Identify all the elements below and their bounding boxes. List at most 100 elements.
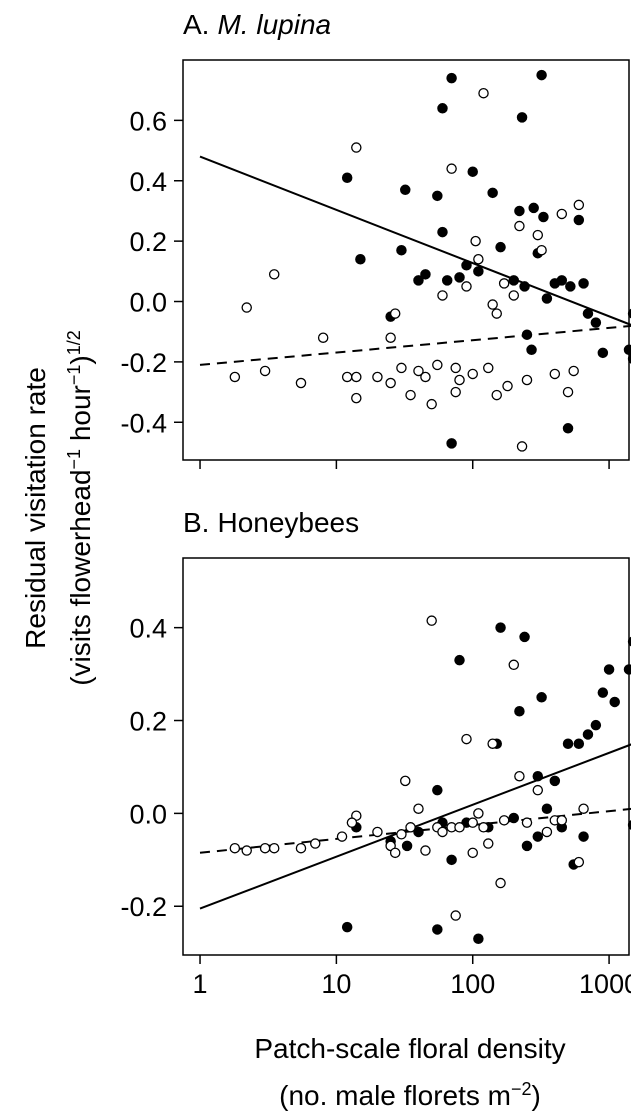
filled-point <box>526 344 537 356</box>
filled-point <box>609 696 620 708</box>
y-tick-label: 0.4 <box>129 614 167 644</box>
filled-point <box>536 692 547 703</box>
superscript: −1 <box>64 365 84 386</box>
open-point <box>396 829 407 840</box>
open-point <box>405 822 416 833</box>
open-point <box>467 847 478 859</box>
open-point <box>426 615 437 626</box>
filled-point <box>578 831 589 842</box>
open-point <box>514 770 525 782</box>
y-axis-label: Residual visitation rate <box>20 367 51 649</box>
open-point <box>556 815 568 826</box>
filled-point <box>441 275 453 286</box>
filled-point <box>521 840 533 852</box>
filled-point <box>473 266 484 277</box>
open-point <box>341 371 353 383</box>
open-point <box>372 371 383 383</box>
filled-point <box>565 281 576 292</box>
filled-point <box>432 784 443 796</box>
filled-point <box>627 354 631 364</box>
open-point <box>385 377 396 389</box>
open-point <box>346 817 358 828</box>
label-part: ) <box>532 1080 541 1111</box>
open-point <box>426 398 437 410</box>
filled-point <box>446 72 457 84</box>
panel-letter: A. <box>183 9 209 40</box>
filled-point <box>401 840 413 852</box>
filled-point <box>519 281 530 292</box>
open-point <box>467 368 478 380</box>
filled-point <box>437 226 448 238</box>
filled-point <box>454 272 465 283</box>
open-point <box>461 281 472 292</box>
filled-point <box>514 705 525 717</box>
open-point <box>351 392 362 404</box>
filled-point <box>495 622 506 633</box>
filled-point <box>400 184 411 196</box>
open-point <box>385 332 396 343</box>
open-point <box>470 235 481 247</box>
filled-point <box>573 214 585 226</box>
superscript: 1/2 <box>64 330 84 355</box>
filled-point <box>541 293 553 304</box>
open-point <box>556 208 568 220</box>
open-point <box>483 838 494 849</box>
open-point <box>372 826 383 838</box>
filled-point <box>627 308 631 319</box>
filled-point <box>446 854 457 866</box>
filled-point <box>413 826 424 838</box>
filled-point <box>603 664 615 675</box>
filled-point <box>473 933 484 944</box>
open-point <box>491 389 502 401</box>
open-point <box>295 377 307 389</box>
filled-point <box>597 687 609 698</box>
y-tick-label: 0.2 <box>129 227 167 257</box>
open-point <box>317 332 329 343</box>
filled-point <box>562 423 574 434</box>
x-tick-label: 1 <box>193 969 208 999</box>
panel-title: A. M. lupina <box>183 9 331 40</box>
open-point <box>467 817 478 828</box>
open-point <box>389 308 401 319</box>
y-axis-label-units: (visits flowerhead−1 hour−1)1/2 <box>64 330 96 686</box>
open-point <box>432 359 443 371</box>
filled-point <box>597 347 609 359</box>
open-point <box>450 910 461 921</box>
open-point <box>295 842 307 854</box>
open-point <box>396 362 407 374</box>
filled-point <box>562 738 574 749</box>
dashed-fit-line <box>199 324 631 366</box>
open-point <box>400 775 411 787</box>
open-point <box>389 847 401 859</box>
filled-point <box>573 738 585 749</box>
open-point <box>310 838 321 849</box>
filled-point <box>508 812 520 824</box>
panel-title: B. Honeybees <box>183 507 359 538</box>
filled-point <box>627 820 631 830</box>
x-tick-label: 10 <box>321 969 351 999</box>
filled-point <box>623 664 631 675</box>
open-point <box>413 803 424 814</box>
open-point <box>521 817 533 828</box>
panel-letter: B. <box>183 507 209 538</box>
open-point <box>351 142 362 153</box>
open-point <box>573 199 585 211</box>
filled-point <box>590 719 602 731</box>
filled-point <box>420 269 431 280</box>
filled-point <box>541 803 553 814</box>
filled-point <box>627 636 631 647</box>
label-part: ) <box>65 355 96 364</box>
open-point <box>478 822 489 833</box>
plot-frame <box>182 557 630 956</box>
open-point <box>241 302 252 313</box>
filled-point <box>549 775 561 787</box>
filled-point <box>508 275 520 286</box>
open-point <box>259 365 271 377</box>
filled-point <box>413 275 424 286</box>
filled-point <box>590 317 602 328</box>
open-point <box>420 371 431 383</box>
open-point <box>461 733 472 745</box>
open-point <box>483 362 494 374</box>
